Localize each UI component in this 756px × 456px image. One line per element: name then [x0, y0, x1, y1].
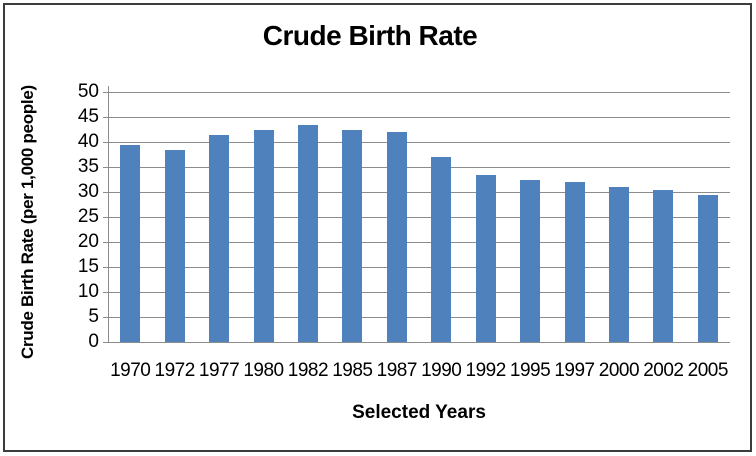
y-axis-line: [108, 86, 109, 342]
gridline-35: [108, 166, 730, 168]
y-tick-mark-15: [103, 266, 108, 268]
y-tick-label-15: 15: [77, 256, 99, 277]
x-tick-label-1987: 1987: [376, 360, 418, 381]
gridline-45: [108, 116, 730, 118]
y-tick-mark-25: [103, 216, 108, 218]
bar-1972: [164, 149, 185, 342]
y-axis-tick-labels: 0 5 10 15 20 25 30 35 40 45 50: [0, 81, 99, 352]
y-tick-label-30: 30: [77, 181, 99, 202]
gridline-40: [108, 141, 730, 143]
x-tick-label-2005: 2005: [687, 360, 729, 381]
y-tick-label-0: 0: [88, 331, 99, 352]
bar-2005: [697, 194, 718, 342]
x-tick-label-1995: 1995: [509, 360, 551, 381]
gridline-30: [108, 191, 730, 193]
bar-1992: [475, 174, 496, 342]
x-tick-label-1972: 1972: [154, 360, 196, 381]
bar-1987: [386, 132, 407, 342]
y-tick-label-5: 5: [88, 306, 99, 327]
x-tick-label-1990: 1990: [421, 360, 462, 381]
x-tick-label-1982: 1982: [287, 360, 329, 381]
y-tick-mark-5: [103, 316, 108, 318]
bar-1997: [564, 182, 585, 342]
gridline-20: [108, 241, 730, 243]
x-tick-label-2002: 2002: [643, 360, 684, 381]
y-tick-mark-0: [103, 341, 108, 343]
x-tick-label-1977: 1977: [198, 360, 240, 381]
y-tick-label-25: 25: [77, 206, 99, 227]
gridline-50: [108, 91, 730, 93]
y-tick-mark-45: [103, 116, 108, 118]
bar-1995: [520, 179, 541, 342]
bar-1980: [253, 129, 274, 342]
x-axis-tick-labels: 1970 1972 1977 1980 1982 1985 1987 1990 1992 1995…: [108, 360, 730, 382]
x-tick-label-1985: 1985: [332, 360, 373, 381]
gridline-15: [108, 266, 730, 268]
gridline-10: [108, 291, 730, 293]
x-tick-label-1980: 1980: [243, 360, 284, 381]
x-tick-label-1970: 1970: [110, 360, 151, 381]
bar-2000: [608, 187, 629, 342]
gridline-25: [108, 216, 730, 218]
y-tick-mark-20: [103, 241, 108, 243]
bar-1970: [120, 144, 141, 342]
bar-1985: [342, 129, 363, 342]
chart-title: Crude Birth Rate: [262, 20, 478, 51]
y-tick-label-20: 20: [77, 231, 99, 252]
y-tick-label-50: 50: [77, 81, 99, 102]
y-tick-mark-40: [103, 141, 108, 143]
x-tick-label-1992: 1992: [465, 360, 507, 381]
x-axis-title: Selected Years: [352, 402, 486, 423]
gridline-0: [108, 341, 730, 343]
x-tick-label-1997: 1997: [554, 360, 595, 381]
bar-1982: [297, 124, 318, 342]
gridline-5: [108, 316, 730, 318]
y-tick-label-35: 35: [77, 156, 99, 177]
bar-1977: [209, 134, 230, 342]
bar-2002: [653, 189, 674, 342]
x-tick-label-2000: 2000: [598, 360, 640, 381]
y-tick-mark-30: [103, 191, 108, 193]
y-tick-mark-50: [103, 91, 108, 93]
y-tick-label-40: 40: [77, 131, 99, 152]
y-tick-label-45: 45: [77, 106, 99, 127]
y-tick-label-10: 10: [77, 281, 99, 302]
y-tick-mark-10: [103, 291, 108, 293]
y-tick-mark-35: [103, 166, 108, 168]
bar-1990: [431, 157, 452, 342]
plot-area: [103, 86, 730, 343]
